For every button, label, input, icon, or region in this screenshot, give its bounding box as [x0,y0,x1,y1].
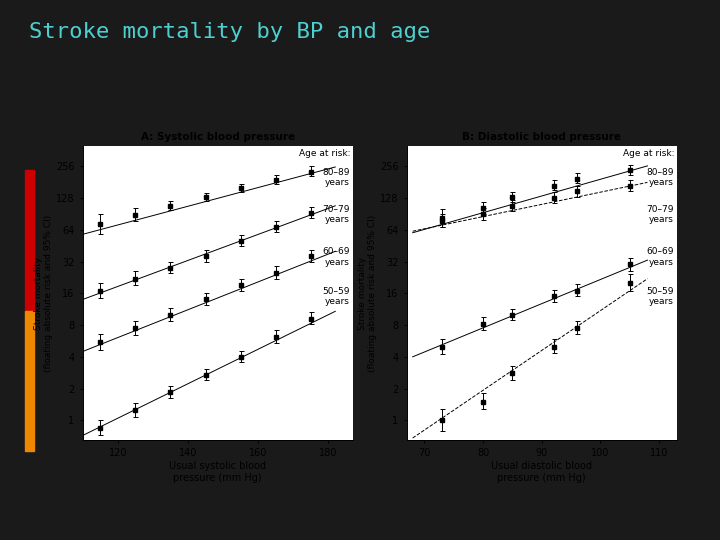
Text: Stroke mortality by BP and age: Stroke mortality by BP and age [29,22,430,42]
X-axis label: Usual diastolic blood
pressure (mm Hg): Usual diastolic blood pressure (mm Hg) [491,461,593,483]
Y-axis label: Stroke mortality
(floating absolute risk and 95% CI): Stroke mortality (floating absolute risk… [358,214,377,372]
Title: B: Diastolic blood pressure: B: Diastolic blood pressure [462,132,621,142]
Title: A: Systolic blood pressure: A: Systolic blood pressure [140,132,295,142]
Text: 50–59
years: 50–59 years [323,287,350,307]
Y-axis label: Stroke mortality
(floating absolute risk and 95% CI): Stroke mortality (floating absolute risk… [34,214,53,372]
Text: 50–59
years: 50–59 years [647,287,674,307]
Text: 70–79
years: 70–79 years [323,205,350,224]
Bar [25,310,34,451]
Text: 60–69
years: 60–69 years [323,247,350,267]
Text: 80–89
years: 80–89 years [647,168,674,187]
Text: 70–79
years: 70–79 years [647,205,674,224]
X-axis label: Usual systolic blood
pressure (mm Hg): Usual systolic blood pressure (mm Hg) [169,461,266,483]
Text: 80–89
years: 80–89 years [323,168,350,187]
Text: Age at risk:: Age at risk: [623,148,674,158]
Bar [25,170,34,310]
Text: 60–69
years: 60–69 years [647,247,674,267]
Text: Age at risk:: Age at risk: [299,148,350,158]
